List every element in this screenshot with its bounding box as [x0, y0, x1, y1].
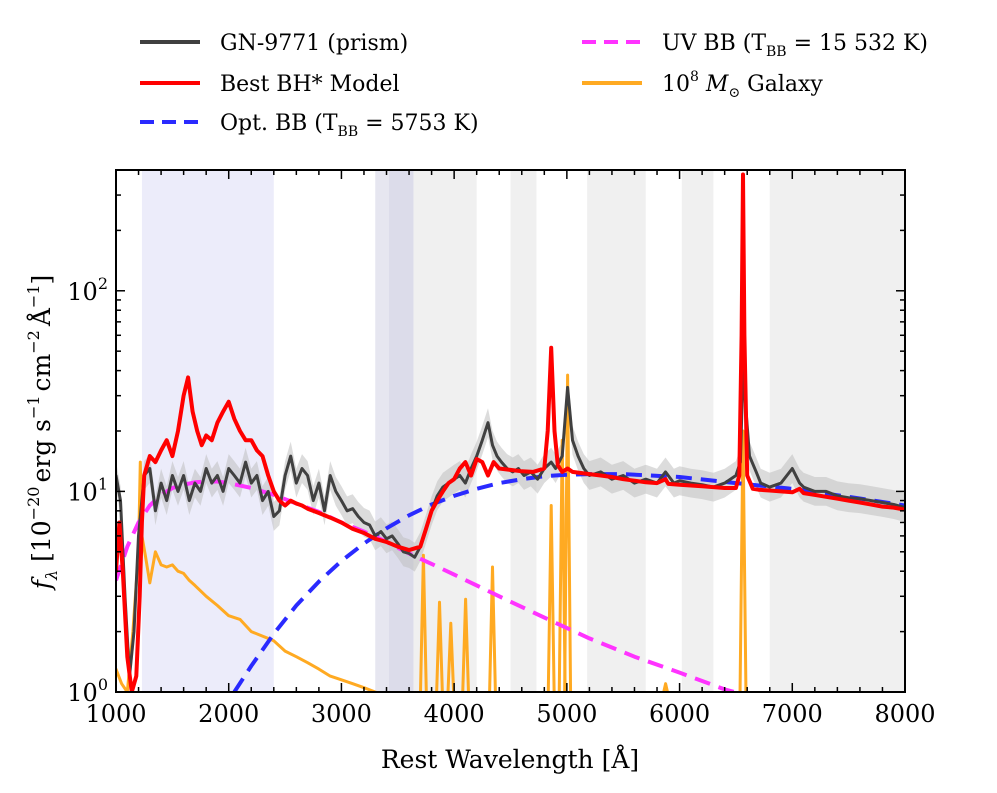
- shaded-region-7: [769, 170, 905, 692]
- galaxy-line-4: [488, 565, 497, 692]
- x-tick-label: 5000: [536, 700, 597, 728]
- shaded-region-5: [587, 170, 646, 692]
- y-tick-label: 100: [67, 675, 108, 707]
- axes: 1000 2000 3000 4000 5000 6000 7000 8000 100 101 10…: [67, 169, 936, 728]
- y-tick-label: 102: [67, 274, 108, 306]
- shaded-regions: [141, 170, 905, 692]
- legend-label-galaxy: 108 M⊙ Galaxy: [662, 69, 823, 101]
- x-tick-label: 6000: [649, 700, 710, 728]
- legend-label-data: GN-9771 (prism): [220, 31, 408, 56]
- y-axis-title: fλ[10−20erg s−1cm−2Å−1]: [24, 275, 61, 592]
- x-axis-title: Rest Wavelength [Å]: [381, 744, 639, 774]
- opt-bb-line: [232, 472, 905, 692]
- series-group: [116, 172, 905, 692]
- x-tick-label: 2000: [198, 700, 259, 728]
- galaxy-line-7: [563, 373, 573, 692]
- shaded-region-2: [388, 170, 414, 692]
- shaded-region-1: [375, 170, 389, 692]
- galaxy-line-8: [662, 682, 670, 692]
- data-error-band: [116, 356, 905, 691]
- galaxy-line-1: [435, 600, 444, 692]
- shaded-region-6: [681, 170, 714, 692]
- galaxy-line-3: [461, 597, 470, 692]
- x-tick-label: 3000: [311, 700, 372, 728]
- galaxy-line-9: [738, 429, 748, 692]
- y-tick-label: 101: [67, 474, 108, 506]
- legend-label-bh: Best BH* Model: [220, 72, 400, 97]
- bh-model-line: [116, 172, 905, 692]
- galaxy-line-2: [446, 621, 456, 692]
- x-tick-label: 8000: [874, 700, 935, 728]
- data-error-band-poly: [116, 356, 905, 691]
- x-tick-label: 4000: [424, 700, 485, 728]
- galaxy-line-0: [419, 553, 428, 692]
- legend-label-uvbb: UV BB (TBB = 15 532 K): [662, 31, 928, 60]
- x-tick-label: 1000: [85, 700, 146, 728]
- galaxy-line-5: [546, 504, 556, 692]
- legend-label-optbb: Opt. BB (TBB = 5753 K): [220, 111, 479, 140]
- svg-text:fλ[10−20erg s−1cm−2Å−1]: fλ[10−20erg s−1cm−2Å−1]: [24, 275, 61, 592]
- legend: GN-9771 (prism) Best BH* Model Opt. BB (…: [140, 31, 928, 140]
- x-tick-label: 7000: [762, 700, 823, 728]
- shaded-region-0: [141, 170, 274, 692]
